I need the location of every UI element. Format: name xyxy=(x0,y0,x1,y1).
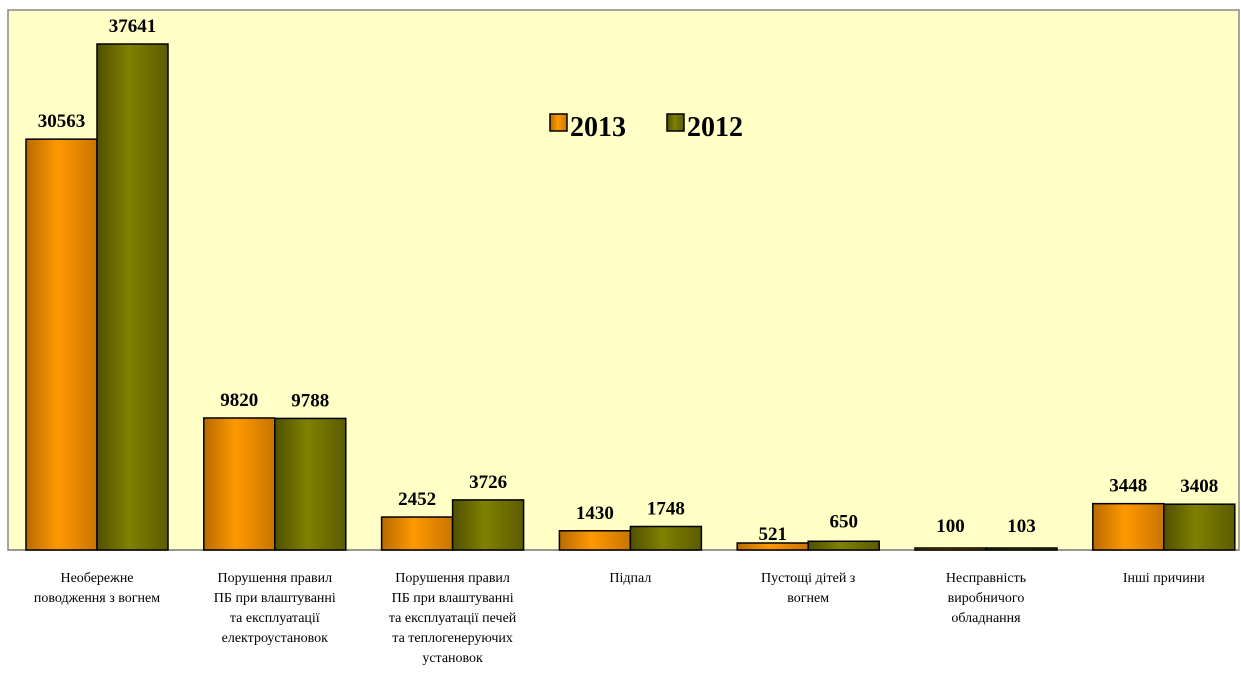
bar-2013-1 xyxy=(203,417,276,551)
value-labels-group: 30563 37641 9820 9788 2452 3726 1430 1748 521 650… xyxy=(38,16,1219,545)
category-label-0: Необережне поводження з вогнем xyxy=(34,571,160,606)
bar-2012-2 xyxy=(451,499,525,551)
bar-2012-3 xyxy=(629,525,703,551)
bar-2012-1 xyxy=(274,417,347,551)
value-label-2013-3: 1430 xyxy=(576,503,614,524)
plot-area-frame xyxy=(7,9,1240,551)
category-labels-group: Необережне поводження з вогнем Порушення п… xyxy=(34,571,1205,666)
category-label-6: Інші причини xyxy=(1123,571,1205,586)
category-label-5: Несправність виробничого обладнання xyxy=(946,571,1026,626)
legend-label-2013: 2013 xyxy=(570,112,626,143)
category-label-2: Порушення правил ПБ при влаштуванні та екс… xyxy=(389,571,517,666)
value-label-2013-0: 30563 xyxy=(38,111,86,132)
bar-2012-6 xyxy=(1163,503,1236,551)
category-label-3: Підпал xyxy=(609,571,651,586)
value-label-2013-1: 9820 xyxy=(220,390,258,411)
value-label-2013-5: 100 xyxy=(936,516,965,537)
legend-swatch-2013 xyxy=(549,113,568,132)
value-label-2012-2: 3726 xyxy=(469,472,507,493)
category-label-1: Порушення правил ПБ при влаштуванні та екс… xyxy=(214,571,336,646)
legend: 2013 2012 xyxy=(549,112,743,143)
bars-group xyxy=(25,43,1236,551)
value-label-2012-5: 103 xyxy=(1007,516,1036,537)
bar-2013-6 xyxy=(1092,502,1165,551)
value-label-2012-3: 1748 xyxy=(647,499,685,520)
value-label-2012-1: 9788 xyxy=(291,390,329,411)
value-label-2013-6: 3448 xyxy=(1109,476,1147,497)
bar-2013-5 xyxy=(914,547,987,551)
bar-2012-5 xyxy=(985,547,1058,551)
bar-2013-3 xyxy=(558,530,632,551)
category-label-4: Пустощі дітей з вогнем xyxy=(761,571,856,606)
value-label-2012-4: 650 xyxy=(829,511,858,532)
bar-2013-2 xyxy=(380,516,454,551)
bar-2012-0 xyxy=(96,43,169,551)
bar-2013-0 xyxy=(25,138,98,551)
value-label-2013-2: 2452 xyxy=(398,489,436,510)
bar-2012-4 xyxy=(807,540,880,551)
value-label-2013-4: 521 xyxy=(758,524,787,545)
legend-swatch-2012 xyxy=(666,113,685,132)
value-label-2012-6: 3408 xyxy=(1180,476,1218,497)
value-label-2012-0: 37641 xyxy=(109,16,157,37)
legend-label-2012: 2012 xyxy=(687,112,743,143)
